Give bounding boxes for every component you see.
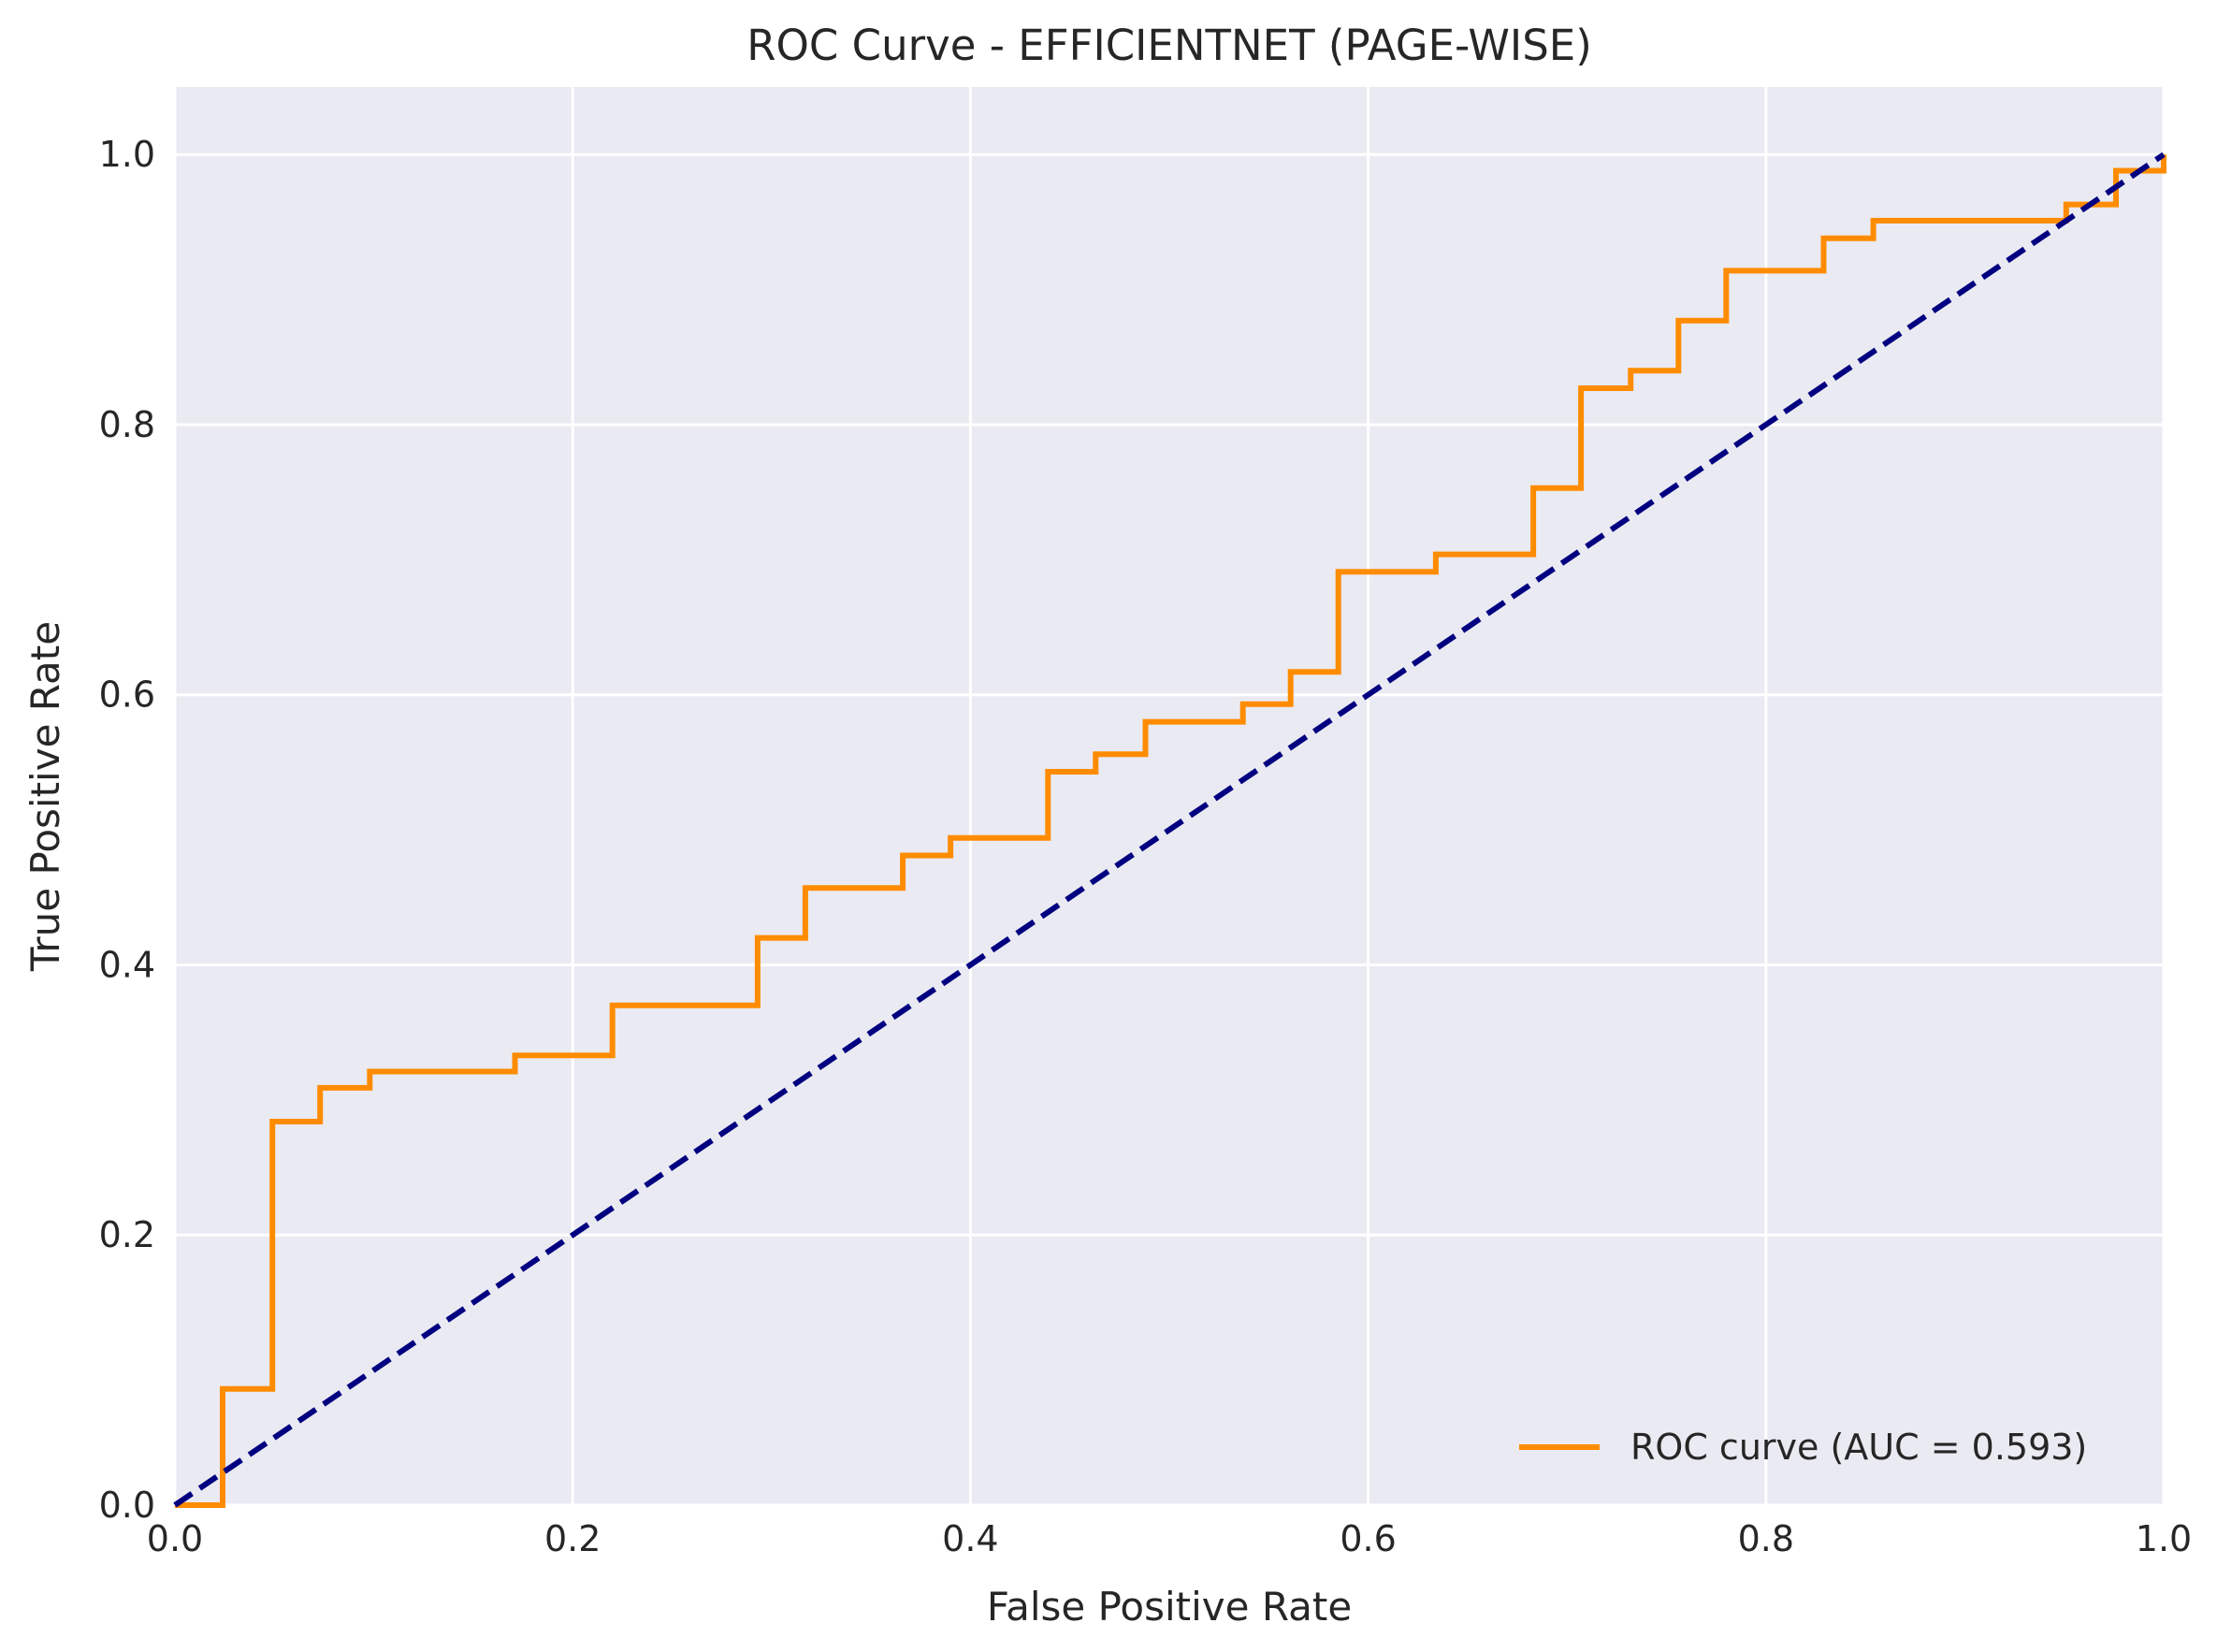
- legend: ROC curve (AUC = 0.593): [1519, 1427, 2087, 1468]
- y-tick-label: 0.6: [99, 674, 155, 716]
- series-lines: [173, 152, 2166, 1508]
- grid-lines: [173, 87, 2166, 1507]
- x-tick-label: 1.0: [2136, 1518, 2192, 1559]
- y-tick-label: 0.4: [99, 944, 155, 985]
- y-tick-label: 0.0: [99, 1485, 155, 1526]
- y-tick-label: 0.8: [99, 404, 155, 445]
- x-axis-title: False Positive Rate: [987, 1584, 1352, 1630]
- x-tick-label: 0.4: [942, 1518, 998, 1559]
- y-tick-label: 0.2: [99, 1214, 155, 1255]
- chart-title: ROC Curve - EFFICIENTNET (PAGE-WISE): [746, 21, 1592, 70]
- roc-curve-line: [175, 154, 2166, 1508]
- y-tick-label: 1.0: [99, 134, 155, 175]
- plot-area: [175, 87, 2164, 1505]
- legend-label: ROC curve (AUC = 0.593): [1630, 1427, 2087, 1468]
- chance-diagonal-line: [173, 152, 2166, 1508]
- y-axis-title: True Positive Rate: [22, 621, 68, 972]
- x-tick-label: 0.6: [1340, 1518, 1396, 1559]
- x-tick-label: 0.2: [544, 1518, 601, 1559]
- x-tick-label: 0.8: [1738, 1518, 1794, 1559]
- tick-labels: 0.0 0.2 0.4 0.6 0.8 1.0 0.0 0.2 0.4 0.6 0.8 1.0: [99, 134, 2193, 1559]
- x-tick-label: 0.0: [147, 1518, 203, 1559]
